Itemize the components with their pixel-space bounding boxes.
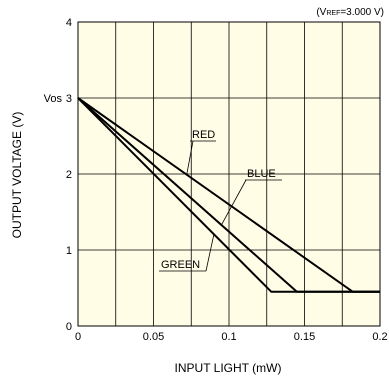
vref-subscript: REF xyxy=(326,10,340,17)
vos-label: Vos xyxy=(44,93,63,105)
x-tick-label: 0.15 xyxy=(294,331,315,343)
series-label-green: GREEN xyxy=(161,259,200,271)
vref-suffix: =3.000 V) xyxy=(340,7,384,18)
series-line-green xyxy=(77,97,380,293)
series-label-leader-blue xyxy=(221,179,247,226)
x-tick-label: 0 xyxy=(75,331,81,343)
series-labels: RED BLUE GREEN xyxy=(159,129,282,272)
series-label-red: RED xyxy=(192,129,215,141)
vref-prefix: (V xyxy=(316,7,326,18)
series-label-blue: BLUE xyxy=(247,168,276,180)
x-axis-title: INPUT LIGHT (mW) xyxy=(175,361,282,375)
y-tick-label: 1 xyxy=(66,245,72,257)
series-lines xyxy=(77,97,380,293)
y-axis-title: OUTPUT VOLTAGE (V) xyxy=(10,112,24,239)
plot-frame xyxy=(77,21,381,327)
series-label-leader-green xyxy=(205,234,215,272)
y-tick-label: 2 xyxy=(66,169,72,181)
tick-labels: 0 0.05 0.1 0.15 0.2 0 1 2 3 4 Vos xyxy=(44,17,388,343)
x-tick-label: 0.1 xyxy=(221,331,236,343)
y-tick-label: 0 xyxy=(66,321,72,333)
x-tick-label: 0.2 xyxy=(372,331,387,343)
vref-annotation: (VREF=3.000 V) xyxy=(316,7,384,18)
y-tick-label: 3 xyxy=(66,93,72,105)
y-tick-label: 4 xyxy=(66,17,72,29)
series-label-leader-red xyxy=(186,140,194,175)
x-tick-label: 0.05 xyxy=(143,331,164,343)
